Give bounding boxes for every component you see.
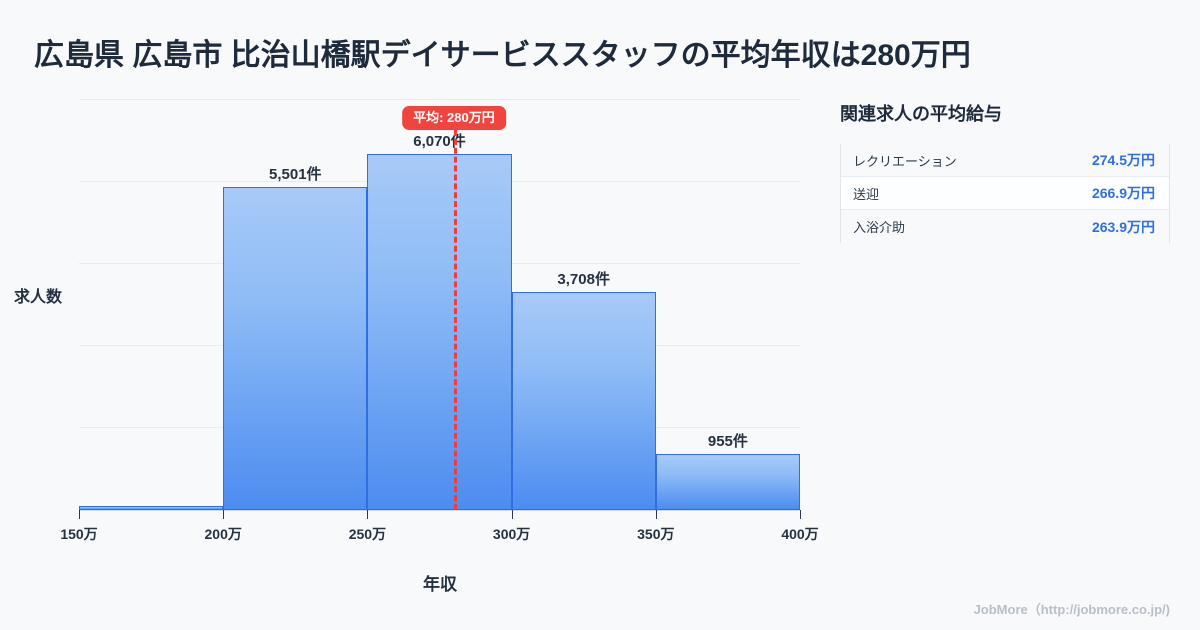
- histogram-bar: [655, 453, 800, 510]
- histogram-bar: [223, 187, 368, 510]
- related-salary-row-value: 263.9万円: [1091, 218, 1155, 235]
- panel-title: 関連求人の平均給与: [840, 104, 1002, 124]
- x-axis-tick: [223, 510, 225, 519]
- related-salary-row-name: 送迎: [853, 186, 880, 202]
- related-salary-row-value: 274.5万円: [1091, 152, 1155, 168]
- x-axis-tick: [800, 510, 801, 519]
- x-axis-tick-label: 150万: [60, 526, 98, 542]
- x-axis-tick-label: 400万: [781, 526, 819, 542]
- y-axis-label: 求人数: [14, 289, 63, 306]
- gridline: [79, 99, 800, 100]
- bar-value-label: 955件: [707, 432, 748, 450]
- histogram-plot-area: 5,501件 6,070件 3,708件 955件: [79, 99, 801, 519]
- x-axis-tick: [655, 510, 657, 519]
- x-axis-label: 年収: [423, 575, 457, 594]
- histogram-bar: [367, 153, 512, 510]
- histogram-bar: [511, 292, 656, 510]
- related-salary-row-value: 266.9万円: [1091, 185, 1155, 201]
- bar-value-label: 5,501件: [269, 166, 322, 183]
- related-salary-row[interactable]: レクリエーション 274.5万円: [841, 144, 1169, 177]
- x-axis-tick-label: 200万: [204, 526, 242, 542]
- x-axis-tick: [367, 510, 369, 519]
- x-axis-tick-label: 300万: [492, 526, 531, 542]
- watermark: JobMore（http://jobmore.co.jp/): [973, 602, 1170, 617]
- average-line: [453, 121, 457, 510]
- average-badge: 平均: 280万円: [402, 106, 506, 130]
- related-salary-panel: 関連求人の平均給与 レクリエーション 274.5万円送迎 266.9万円入浴介助 26…: [840, 100, 1170, 243]
- x-axis-baseline: [79, 510, 800, 511]
- bar-value-label: 6,070件: [413, 132, 466, 150]
- x-axis-tick-label: 250万: [348, 526, 387, 542]
- page-title: 広島県 広島市 比治山橋駅デイサービススタッフの平均年収は280万円: [34, 39, 971, 72]
- x-axis-tick-label: 350万: [637, 526, 675, 542]
- related-salary-row-name: レクリエーション: [853, 153, 957, 169]
- related-salary-row[interactable]: 入浴介助 263.9万円: [841, 210, 1169, 243]
- x-axis-tick: [511, 510, 513, 519]
- histogram-bar: [79, 506, 224, 510]
- x-axis-tick: [79, 510, 80, 519]
- related-salary-table: レクリエーション 274.5万円送迎 266.9万円入浴介助 263.9万円: [840, 144, 1170, 243]
- related-salary-row-name: 入浴介助: [853, 220, 906, 235]
- bar-value-label: 3,708件: [557, 271, 610, 289]
- related-salary-row[interactable]: 送迎 266.9万円: [841, 177, 1169, 210]
